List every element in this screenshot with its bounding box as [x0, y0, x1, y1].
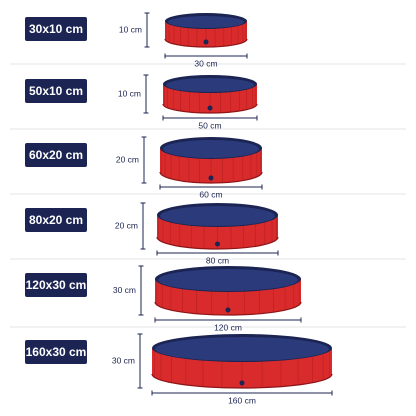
- pool-logo: [207, 105, 213, 111]
- pool-rim-bottom: [154, 301, 302, 316]
- pool-rim-bottom: [159, 171, 263, 184]
- width-label: 30 cm: [194, 58, 217, 68]
- pool-rim-bottom: [164, 38, 248, 48]
- pool-inside: [158, 269, 298, 291]
- pool-rim-bottom: [162, 103, 258, 114]
- size-label: 120x30 cm: [26, 278, 87, 292]
- height-label: 30 cm: [112, 355, 135, 365]
- size-label: 60x20 cm: [29, 148, 83, 162]
- size-badge: [25, 143, 87, 167]
- pool-inside: [163, 140, 259, 158]
- width-label: 80 cm: [206, 255, 229, 265]
- width-label: 60 cm: [199, 189, 222, 199]
- size-badge: [25, 208, 87, 232]
- pool-logo: [239, 380, 245, 386]
- width-label: 120 cm: [214, 322, 242, 332]
- size-row: 60x20 cm 20 cm 60 cm: [25, 136, 263, 199]
- size-row: 160x30 cm 30 cm 160 cm: [25, 333, 333, 405]
- width-label: 160 cm: [228, 395, 256, 405]
- height-label: 10 cm: [119, 24, 142, 34]
- width-label: 50 cm: [198, 120, 221, 130]
- pool-inside: [166, 78, 254, 92]
- size-label: 80x20 cm: [29, 213, 83, 227]
- height-label: 20 cm: [115, 220, 138, 230]
- size-badge: [25, 273, 87, 297]
- pool-logo: [208, 175, 214, 181]
- size-badge: [25, 340, 87, 364]
- size-label: 50x10 cm: [29, 84, 83, 98]
- size-label: 160x30 cm: [26, 345, 87, 359]
- pool-rim-bottom: [156, 236, 279, 250]
- size-label: 30x10 cm: [29, 22, 83, 36]
- size-row: 80x20 cm 20 cm 80 cm: [25, 202, 279, 265]
- height-label: 10 cm: [118, 88, 141, 98]
- size-badge: [25, 79, 87, 103]
- pool-inside: [168, 16, 244, 28]
- pool-inside: [155, 337, 329, 361]
- height-label: 30 cm: [113, 285, 136, 295]
- size-row: 120x30 cm 30 cm 120 cm: [25, 265, 302, 332]
- pool-logo: [215, 241, 220, 247]
- pool-logo: [225, 307, 231, 313]
- pool-logo: [203, 39, 209, 45]
- pool-inside: [160, 206, 275, 226]
- size-row: 50x10 cm 10 cm 50 cm: [25, 74, 258, 130]
- size-row: 30x10 cm 10 cm 30 cm: [25, 12, 248, 68]
- height-label: 20 cm: [116, 154, 139, 164]
- size-badge: [25, 17, 87, 41]
- pool-rim-bottom: [151, 373, 333, 389]
